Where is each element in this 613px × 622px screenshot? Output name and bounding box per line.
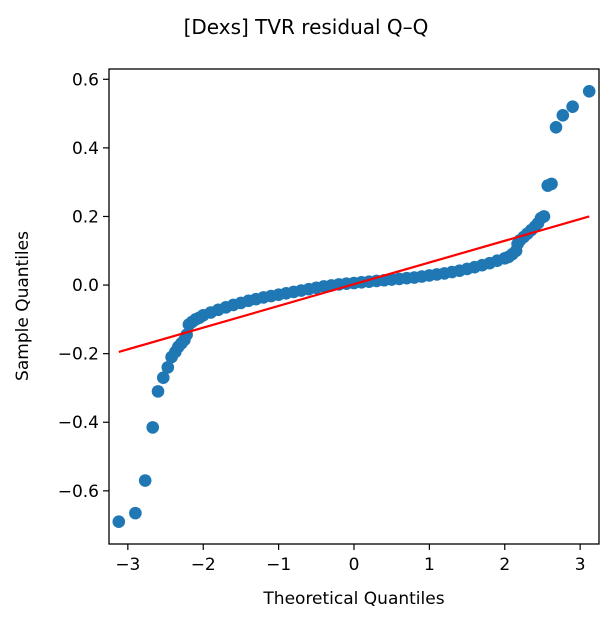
y-tick-label: 0.6 xyxy=(72,70,99,90)
x-tick-label: 0 xyxy=(349,555,360,575)
x-tick-label: −2 xyxy=(191,555,216,575)
y-tick-label: −0.2 xyxy=(58,345,99,365)
data-point xyxy=(549,121,563,134)
x-tick-label: 2 xyxy=(499,555,510,575)
y-axis-ticks: −0.6 −0.4 −0.2 0.0 0.2 0.4 0.6 xyxy=(58,70,109,502)
x-axis-label: Theoretical Quantiles xyxy=(262,589,444,609)
y-tick-label: −0.4 xyxy=(58,413,99,433)
x-tick-label: 3 xyxy=(575,555,586,575)
x-tick-label: 1 xyxy=(424,555,435,575)
data-point xyxy=(156,371,170,384)
data-point xyxy=(582,84,596,98)
plot-area xyxy=(108,68,600,545)
y-axis-label: Sample Quantiles xyxy=(13,231,33,381)
data-points xyxy=(112,84,596,529)
data-point xyxy=(146,421,160,434)
x-tick-label: −1 xyxy=(266,555,291,575)
data-point xyxy=(151,385,165,398)
data-point xyxy=(537,210,551,223)
y-tick-label: 0.4 xyxy=(72,139,99,159)
data-point xyxy=(138,474,152,487)
data-point xyxy=(566,100,579,114)
data-point xyxy=(112,515,126,529)
chart-title: [Dexs] TVR residual Q–Q xyxy=(184,15,429,39)
data-point xyxy=(161,361,175,374)
y-tick-label: −0.6 xyxy=(58,482,99,502)
data-point xyxy=(545,177,558,191)
y-tick-label: 0.2 xyxy=(72,207,99,227)
y-tick-label: 0.0 xyxy=(72,276,99,296)
x-axis-ticks: −3 −2 −1 0 1 2 3 xyxy=(115,544,586,575)
data-point xyxy=(129,506,142,520)
x-tick-label: −3 xyxy=(115,555,140,575)
reference-line xyxy=(118,215,590,353)
data-point xyxy=(556,109,570,122)
